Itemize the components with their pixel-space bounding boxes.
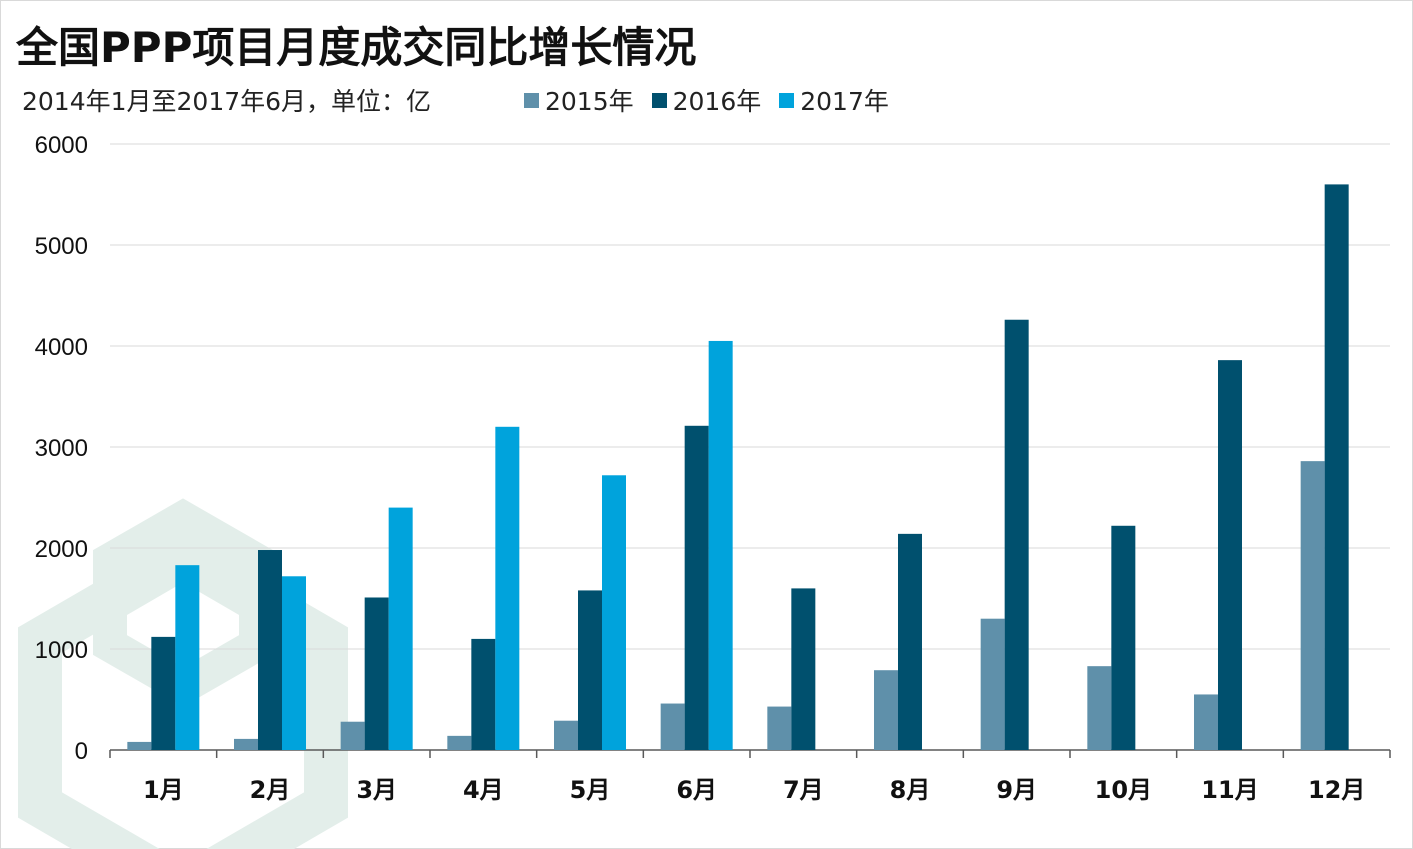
x-tick-label-1: 1月 bbox=[143, 776, 184, 804]
bar-2017年-6月 bbox=[708, 340, 733, 750]
chart-subtitle: 2014年1月至2017年6月，单位：亿 bbox=[22, 87, 432, 116]
bar-2016年-9月 bbox=[1004, 319, 1029, 750]
y-tick-label-0: 0 bbox=[75, 738, 88, 765]
bar-2015年-10月 bbox=[1087, 666, 1112, 750]
legend-swatch-2016 bbox=[651, 92, 667, 108]
x-tick-label-6: 6月 bbox=[676, 776, 717, 804]
bar-2016年-2月 bbox=[258, 550, 282, 750]
bar-2016年-4月 bbox=[471, 638, 496, 750]
bar-2016年-1月 bbox=[151, 636, 176, 750]
bar-2015年-5月 bbox=[554, 720, 578, 750]
legend-swatch-2015 bbox=[524, 92, 539, 108]
bar-2017年-2月 bbox=[282, 576, 306, 750]
legend-swatch-2017 bbox=[779, 92, 795, 108]
bar-2015年-12月 bbox=[1300, 461, 1325, 750]
y-tick-label-2000: 2000 bbox=[35, 536, 88, 563]
legend-item-2015: 2015年 bbox=[524, 82, 634, 118]
bar-2015年-7月 bbox=[767, 706, 792, 750]
bar-2016年-12月 bbox=[1324, 184, 1349, 750]
y-tick-label-6000: 6000 bbox=[35, 132, 88, 159]
bar-2017年-5月 bbox=[602, 475, 626, 750]
bar-2017年-1月 bbox=[175, 565, 200, 750]
x-tick-label-5: 5月 bbox=[570, 776, 611, 804]
bar-2016年-10月 bbox=[1111, 525, 1136, 750]
legend: 2015年 2016年 2017年 bbox=[524, 82, 889, 118]
legend-label-2015: 2015年 bbox=[545, 87, 634, 116]
bar-2015年-9月 bbox=[980, 618, 1005, 750]
watermark-logo-icon bbox=[18, 498, 348, 849]
x-tick-label-3: 3月 bbox=[356, 776, 397, 804]
bar-2016年-7月 bbox=[791, 588, 816, 750]
gridlines bbox=[110, 143, 1390, 650]
x-tick-label-12: 12月 bbox=[1308, 776, 1365, 804]
y-tick-label-1000: 1000 bbox=[35, 637, 88, 664]
bar-2017年-3月 bbox=[388, 507, 413, 750]
bar-2016年-3月 bbox=[364, 597, 389, 750]
x-tick-label-2: 2月 bbox=[250, 776, 291, 804]
y-tick-label-4000: 4000 bbox=[35, 334, 88, 361]
bar-2016年-8月 bbox=[898, 533, 922, 750]
bar-2015年-8月 bbox=[874, 670, 898, 750]
bars bbox=[127, 184, 1349, 750]
bar-2015年-1月 bbox=[127, 741, 152, 750]
legend-label-2016: 2016年 bbox=[672, 87, 762, 116]
x-tick-label-10: 10月 bbox=[1095, 776, 1152, 804]
x-tick-label-7: 7月 bbox=[783, 776, 824, 804]
bar-2015年-4月 bbox=[447, 735, 472, 750]
bar-2016年-11月 bbox=[1218, 360, 1242, 750]
x-tick-label-11: 11月 bbox=[1201, 776, 1258, 804]
bar-2015年-2月 bbox=[234, 738, 258, 750]
bar-2016年-6月 bbox=[684, 425, 709, 750]
y-tick-label-3000: 3000 bbox=[35, 435, 88, 462]
tick-labels: 0 1000 2000 3000 4000 5000 6000 1月 2月 3月 4月 5月 6月 7月 8… bbox=[35, 132, 1366, 804]
bar-2015年-3月 bbox=[340, 721, 365, 750]
x-tick-label-9: 9月 bbox=[996, 776, 1037, 804]
x-tick-label-8: 8月 bbox=[890, 776, 931, 804]
y-tick-label-5000: 5000 bbox=[35, 233, 88, 260]
chart-title: 全国PPP项目月度成交同比增长情况 bbox=[16, 23, 697, 72]
axes bbox=[109, 749, 1391, 758]
legend-item-2016: 2016年 bbox=[651, 82, 762, 118]
legend-label-2017: 2017年 bbox=[800, 87, 889, 116]
x-tick-label-4: 4月 bbox=[463, 776, 504, 804]
legend-item-2017: 2017年 bbox=[779, 82, 889, 118]
bar-2015年-6月 bbox=[660, 703, 685, 750]
bar-2015年-11月 bbox=[1194, 694, 1218, 750]
bar-2016年-5月 bbox=[578, 590, 602, 750]
bar-2017年-4月 bbox=[495, 426, 520, 750]
